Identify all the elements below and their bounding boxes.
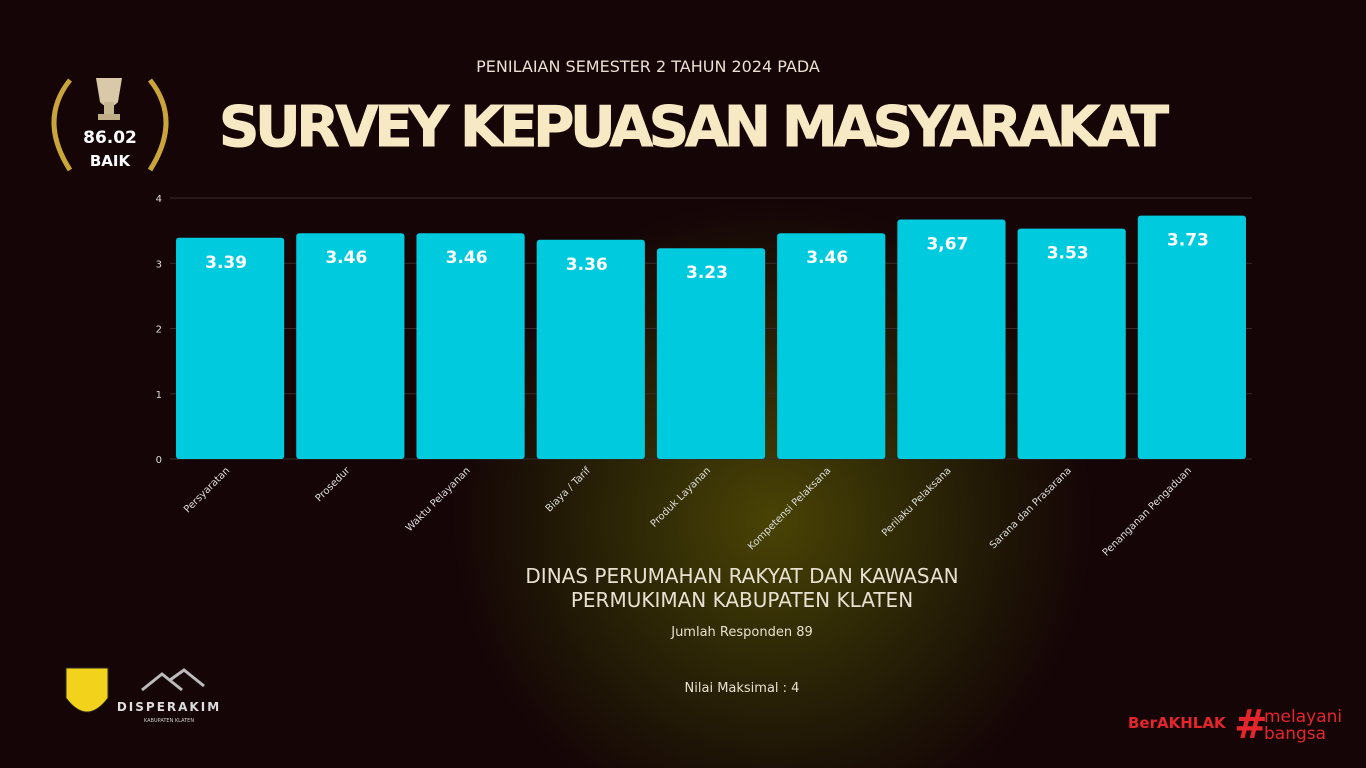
respondents: Jumlah Responden 89 bbox=[670, 625, 813, 640]
x-tick-label: Perilaku Pelaksana bbox=[880, 465, 954, 539]
x-tick-label: Penanganan Pengaduan bbox=[1101, 465, 1194, 558]
x-tick-label: Waktu Pelayanan bbox=[404, 465, 473, 534]
bar bbox=[536, 239, 645, 459]
agency-name: DINAS PERUMAHAN RAKYAT DAN KAWASAN PERMU… bbox=[525, 564, 959, 612]
title: SURVEY KEPUASAN MASYARAKAT bbox=[219, 95, 1169, 160]
badge-grade: BAIK bbox=[90, 152, 132, 170]
data-label: 3.46 bbox=[325, 248, 367, 268]
x-tick-label: Biaya / Tarif bbox=[544, 465, 594, 515]
x-tick-label: Sarana dan Prasarana bbox=[988, 465, 1074, 551]
data-label: 3.46 bbox=[806, 248, 848, 268]
logo-text: DISPERAKIM bbox=[117, 700, 221, 714]
bangsa-logo: bangsa bbox=[1264, 724, 1326, 744]
data-label: 3.73 bbox=[1167, 231, 1209, 251]
data-label: 3.53 bbox=[1047, 244, 1089, 264]
berakhlak-logo: BerAKHLAK bbox=[1128, 714, 1227, 732]
data-label: 3.23 bbox=[686, 263, 728, 283]
regency-logo bbox=[65, 667, 109, 713]
data-label: 3.36 bbox=[566, 255, 608, 275]
badge-score: 86.02 bbox=[83, 128, 137, 148]
bar bbox=[176, 237, 285, 459]
logo-subtext: KABUPATEN KLATEN bbox=[144, 718, 194, 724]
data-label: 3,67 bbox=[926, 235, 968, 255]
y-tick-label: 4 bbox=[156, 194, 162, 205]
bar bbox=[1017, 228, 1126, 459]
data-label: 3.39 bbox=[205, 253, 247, 273]
y-tick-label: 0 bbox=[156, 455, 162, 466]
y-tick-label: 2 bbox=[156, 325, 162, 336]
bar bbox=[1137, 215, 1246, 459]
trophy-icon bbox=[51, 78, 169, 172]
x-tick-label: Persyaratan bbox=[182, 465, 232, 515]
subtitle: PENILAIAN SEMESTER 2 TAHUN 2024 PADA bbox=[476, 57, 820, 76]
bar bbox=[416, 233, 525, 459]
hash-icon: # bbox=[1234, 702, 1268, 748]
x-tick-label: Produk Layanan bbox=[649, 465, 713, 529]
data-label: 3.46 bbox=[446, 248, 488, 268]
y-tick-label: 1 bbox=[156, 390, 162, 401]
disperakim-icon bbox=[141, 668, 205, 692]
bar bbox=[296, 233, 405, 459]
y-tick-label: 3 bbox=[156, 259, 162, 270]
x-tick-label: Prosedur bbox=[314, 465, 354, 505]
bar bbox=[656, 248, 766, 459]
bar bbox=[777, 233, 886, 459]
x-tick-label: Kompetensi Pelaksana bbox=[746, 465, 833, 552]
bar bbox=[897, 219, 1006, 459]
melayani-logo: melayani bbox=[1264, 707, 1342, 727]
max-value: Nilai Maksimal : 4 bbox=[685, 681, 800, 696]
